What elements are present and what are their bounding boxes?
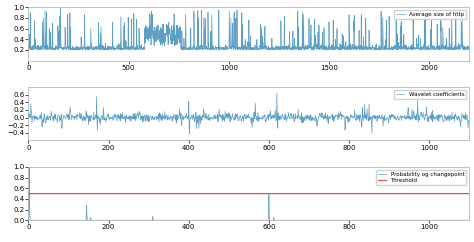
- Legend: Average size of http: Average size of http: [394, 10, 466, 20]
- Legend: Wavelet coefficients: Wavelet coefficients: [393, 90, 466, 99]
- Legend: Probability og changepoint, Threshold: Probability og changepoint, Threshold: [375, 170, 466, 185]
